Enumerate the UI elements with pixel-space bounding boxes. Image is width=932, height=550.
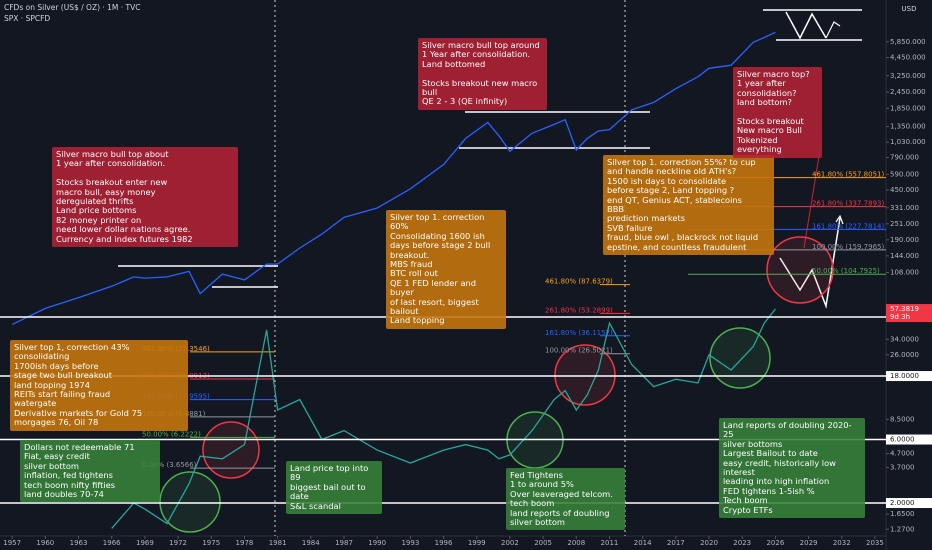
fib-label: 161.80% (36.1157) <box>545 329 613 337</box>
annotation: Dollars not redeemable 71 Fiat, easy cre… <box>20 440 160 503</box>
x-tick-label: 2035 <box>866 539 884 547</box>
x-tick-label: 1990 <box>368 539 386 547</box>
series-legend: SPX · SPCFD <box>4 14 51 23</box>
y-tick-label: 2,450.000 <box>890 88 926 96</box>
x-tick-label: 1996 <box>435 539 453 547</box>
x-tick-label: 2020 <box>700 539 718 547</box>
y-tick-label: 144.000 <box>890 252 919 260</box>
series-legend: CFDs on Silver (US$ / OZ) · 1M · TVC <box>4 3 141 12</box>
level-tag <box>886 498 932 509</box>
x-tick-label: 2008 <box>567 539 585 547</box>
projection-arrow <box>825 21 841 39</box>
highlight-circle <box>159 471 221 533</box>
fib-label: 461.80% (557.8051) <box>812 171 885 179</box>
projection-arrow <box>835 214 844 225</box>
x-tick-label: 1960 <box>36 539 54 547</box>
y-tick-label: 8.5000 <box>890 415 915 423</box>
highlight-circle <box>554 344 616 406</box>
y-tick-label: 3.7000 <box>890 463 915 471</box>
annotation: Silver macro top? 1 year after consolida… <box>733 67 822 158</box>
x-tick-label: 1987 <box>335 539 353 547</box>
x-tick-label: 2023 <box>733 539 751 547</box>
annotation: Fed Tightens 1 to around 5% Over leavera… <box>506 468 625 531</box>
level-label: 18.0000 <box>890 372 919 380</box>
fib-label: 100.00% (26.5021) <box>545 347 613 355</box>
highlight-circle <box>709 327 771 389</box>
callout-pointer <box>803 149 821 249</box>
y-tick-label: 108.000 <box>890 269 919 277</box>
y-tick-label: 26.0000 <box>890 351 919 359</box>
projection-zigzag <box>785 11 827 40</box>
x-tick-label: 2026 <box>766 539 784 547</box>
annotation: Silver macro bull top about 1 year after… <box>52 147 238 248</box>
y-tick-label: 450.000 <box>890 186 919 194</box>
price-line <box>11 31 776 325</box>
y-tick-label: 5,850.000 <box>890 38 926 46</box>
fib-label: 0.00% (3.6566) <box>142 461 197 469</box>
projection-zigzag <box>779 217 841 309</box>
y-tick-label: 1.2700 <box>890 525 915 533</box>
annotation: Silver macro bull top around 1 Year afte… <box>418 38 547 110</box>
y-tick-label: 190.000 <box>890 236 919 244</box>
x-tick-label: 1963 <box>70 539 88 547</box>
x-tick-label: 2014 <box>634 539 652 547</box>
annotation: Land price top into 89 biggest bail out … <box>286 461 382 515</box>
fib-label: 261.80% (53.2899) <box>545 306 613 314</box>
y-tick-label: 1.6500 <box>890 510 915 518</box>
x-tick-label: 1999 <box>468 539 486 547</box>
y-tick-label: 34.0000 <box>890 335 919 343</box>
x-tick-label: 1975 <box>202 539 220 547</box>
fib-label: 100.00% (159.7965) <box>812 243 885 251</box>
x-tick-label: 1978 <box>236 539 254 547</box>
annotation: Silver top 1. correction 60% Consolidati… <box>386 210 506 329</box>
fib-label: 261.80% (337.7893) <box>812 200 885 208</box>
x-tick-label: 2011 <box>601 539 619 547</box>
y-tick-label: 4.7000 <box>890 450 915 458</box>
level-tag <box>886 434 932 445</box>
y-tick-label: 1,350.000 <box>890 123 926 131</box>
y-tick-label: 790.000 <box>890 154 919 162</box>
y-tick-label: 331.000 <box>890 204 919 212</box>
price-line <box>111 308 776 529</box>
fib-label: 461.80% (87.6379) <box>545 278 613 286</box>
x-tick-label: 2002 <box>501 539 519 547</box>
annotation: Silver top 1, correction 43% consolidati… <box>10 340 188 431</box>
level-label: 2.0000 <box>890 499 915 507</box>
highlight-circle <box>202 421 260 479</box>
fib-label: 50.00% (104.7925) <box>812 267 880 275</box>
x-tick-label: 1957 <box>3 539 21 547</box>
fib-label: 161.80% (227.7814) <box>812 222 885 230</box>
x-tick-label: 2032 <box>833 539 851 547</box>
annotation: Land reports of doubling 2020-25 silver … <box>719 418 865 519</box>
x-tick-label: 1972 <box>169 539 187 547</box>
x-tick-label: 1984 <box>302 539 320 547</box>
x-tick-label: 2029 <box>800 539 818 547</box>
x-tick-label: 2005 <box>534 539 552 547</box>
level-label: 6.0000 <box>890 436 915 444</box>
x-tick-label: 1969 <box>136 539 154 547</box>
annotation: Silver top 1. correction 55%? to cup and… <box>603 155 774 256</box>
currency-label: USD <box>902 5 917 13</box>
highlight-circle <box>766 236 834 304</box>
last-price-tag <box>886 304 932 323</box>
x-tick-label: 1981 <box>269 539 287 547</box>
x-tick-label: 1966 <box>103 539 121 547</box>
y-tick-label: 251.000 <box>890 220 919 228</box>
y-tick-label: 590.000 <box>890 170 919 178</box>
y-tick-label: 1,030.000 <box>890 138 926 146</box>
fib-label: 50.00% (6.2222) <box>142 430 201 438</box>
x-tick-label: 1993 <box>401 539 419 547</box>
x-tick-label: 2017 <box>667 539 685 547</box>
last-price: 57.3819 <box>890 305 919 313</box>
level-tag <box>886 371 932 382</box>
countdown: 9d 3h <box>890 313 910 321</box>
y-tick-label: 3,250.000 <box>890 72 926 80</box>
y-tick-label: 4,450.000 <box>890 54 926 62</box>
y-tick-label: 1,850.000 <box>890 104 926 112</box>
